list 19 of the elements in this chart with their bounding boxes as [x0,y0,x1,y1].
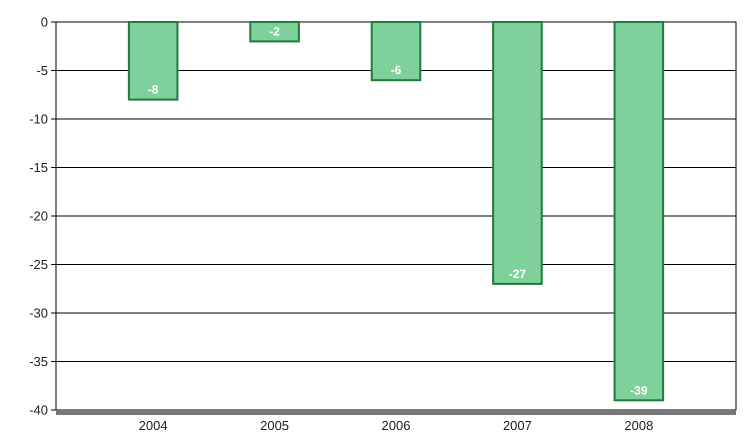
y-tick-label: -5 [36,63,48,78]
y-tick-label: -10 [29,112,48,127]
x-tick-label: 2008 [624,418,654,433]
data-label: -8 [148,82,159,97]
data-label: -2 [269,24,280,38]
y-tick-label: -15 [29,160,48,176]
x-tick-label: 2007 [502,418,532,433]
y-tick-label: -40 [29,402,48,418]
y-tick-label: 0 [40,14,48,30]
y-tick-label: -35 [29,354,48,370]
x-tick-label: 2005 [260,418,290,433]
data-label: -39 [630,383,648,398]
y-tick-label: -20 [29,208,48,224]
data-label: -6 [390,63,402,78]
data-label: -27 [508,266,526,281]
x-tick-label: 2004 [138,418,168,433]
y-tick-label: -30 [29,306,48,321]
x-tick-label: 2006 [382,418,410,433]
y-tick-label: -25 [29,257,48,272]
